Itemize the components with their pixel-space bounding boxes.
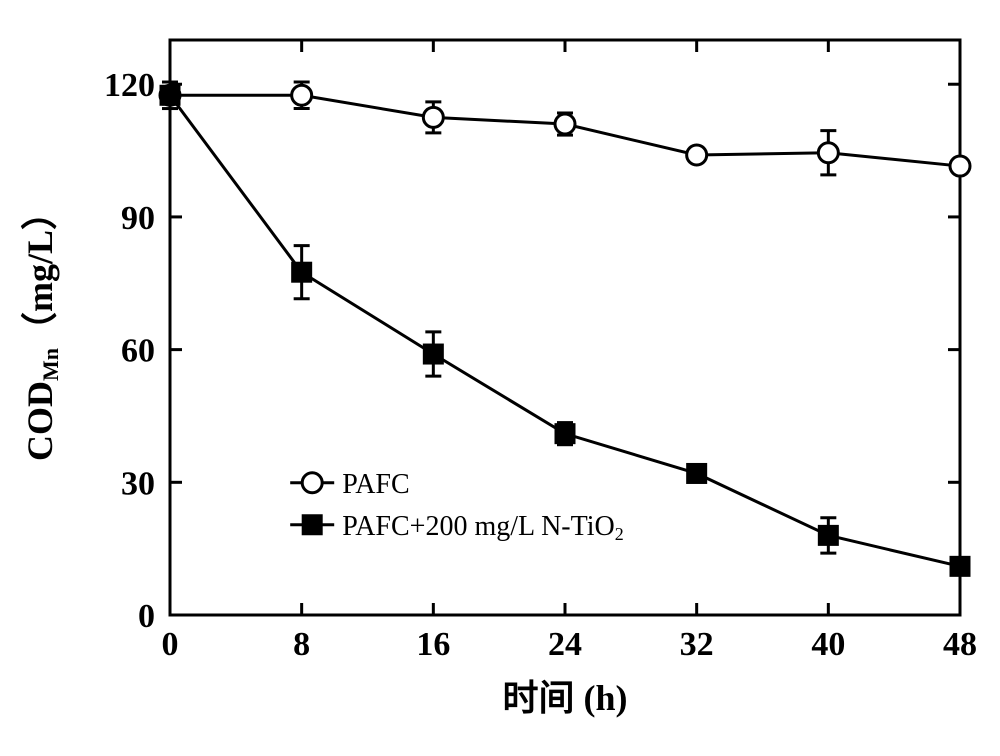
- svg-text:0: 0: [138, 598, 155, 635]
- svg-text:24: 24: [548, 626, 582, 663]
- svg-text:8: 8: [293, 626, 310, 663]
- svg-text:PAFC+200 mg/L N-TiO2: PAFC+200 mg/L N-TiO2: [342, 511, 624, 544]
- svg-text:90: 90: [121, 200, 155, 237]
- svg-text:16: 16: [416, 626, 450, 663]
- svg-text:CODMn（mg/L）: CODMn（mg/L）: [20, 194, 63, 461]
- svg-text:PAFC: PAFC: [342, 469, 409, 500]
- cod-chart: 0 8 16 24 32 40 48 0 30 60 90 120 时间 (h) CODMn（mg/L） P…: [0, 0, 1000, 756]
- svg-text:60: 60: [121, 333, 155, 370]
- svg-text:30: 30: [121, 465, 155, 502]
- svg-text:时间 (h): 时间 (h): [503, 678, 628, 718]
- svg-text:120: 120: [104, 67, 155, 104]
- chart-svg: 0 8 16 24 32 40 48 0 30 60 90 120 时间 (h) CODMn（mg/L） P…: [0, 0, 1000, 756]
- svg-text:0: 0: [162, 626, 179, 663]
- svg-text:40: 40: [811, 626, 845, 663]
- svg-text:48: 48: [943, 626, 977, 663]
- svg-text:32: 32: [680, 626, 714, 663]
